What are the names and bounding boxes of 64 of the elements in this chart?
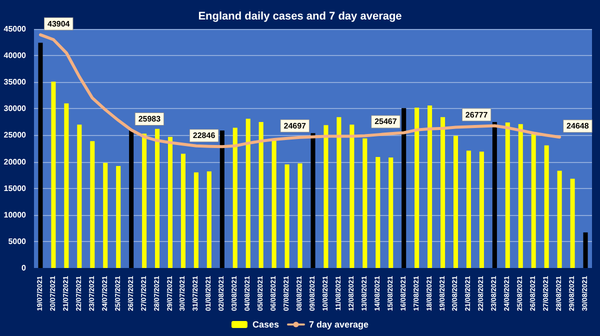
bar [142, 134, 147, 268]
bar [570, 178, 575, 268]
y-tick-label: 0 [22, 264, 27, 272]
bar [336, 117, 342, 268]
bar [258, 122, 264, 268]
bar [64, 103, 69, 268]
bar [466, 150, 471, 268]
bar [518, 124, 523, 268]
bar [246, 118, 250, 268]
data-label: 26777 [465, 110, 488, 120]
y-tick-label: 15000 [4, 184, 27, 193]
bar [376, 157, 380, 268]
data-label: 25983 [138, 114, 162, 124]
bar [453, 136, 458, 268]
bar [388, 158, 394, 268]
bar [310, 133, 316, 268]
bar [284, 164, 290, 268]
data-label: 25467 [374, 117, 398, 126]
bar [232, 128, 238, 268]
data-label: 43904 [47, 19, 70, 28]
bar [428, 105, 432, 268]
y-tick-label: 25000 [4, 130, 27, 140]
bar [440, 117, 446, 268]
bar [362, 138, 368, 268]
bar [298, 163, 302, 268]
data-label: 22846 [192, 131, 216, 140]
data-label: 24648 [566, 122, 590, 131]
bar [180, 154, 186, 268]
bar [220, 130, 224, 268]
bar [194, 172, 198, 268]
y-tick-label: 45000 [4, 24, 27, 34]
line-series [38, 33, 562, 148]
bar [51, 82, 56, 268]
y-tick-label: 35000 [4, 78, 27, 87]
legend-label: 7 day average [308, 320, 369, 330]
bar [479, 152, 484, 268]
bar [90, 141, 95, 268]
bar [168, 136, 173, 268]
bar [402, 108, 406, 268]
bar [414, 108, 420, 268]
bar [272, 140, 276, 268]
bar [116, 166, 121, 268]
bar [77, 124, 82, 268]
bar [350, 124, 354, 268]
bar [544, 145, 549, 268]
bar [557, 170, 562, 268]
bar [38, 42, 43, 268]
chart-title: England daily cases and 7 day average [198, 10, 402, 22]
bar [583, 232, 588, 268]
bar [531, 133, 536, 268]
y-tick-label: 5000 [8, 236, 27, 246]
y-tick-label: 20000 [4, 157, 27, 166]
y-tick-label: 40000 [4, 51, 27, 60]
bar [129, 130, 134, 268]
bar [155, 128, 160, 268]
bar [103, 162, 108, 268]
legend-label: Cases [252, 320, 279, 330]
bar [324, 125, 328, 268]
bar [492, 122, 497, 268]
bar [206, 171, 212, 268]
y-tick-label: 10000 [4, 210, 27, 220]
y-tick-label: 30000 [4, 104, 27, 114]
bar [505, 122, 510, 268]
data-label: 24697 [284, 121, 307, 130]
